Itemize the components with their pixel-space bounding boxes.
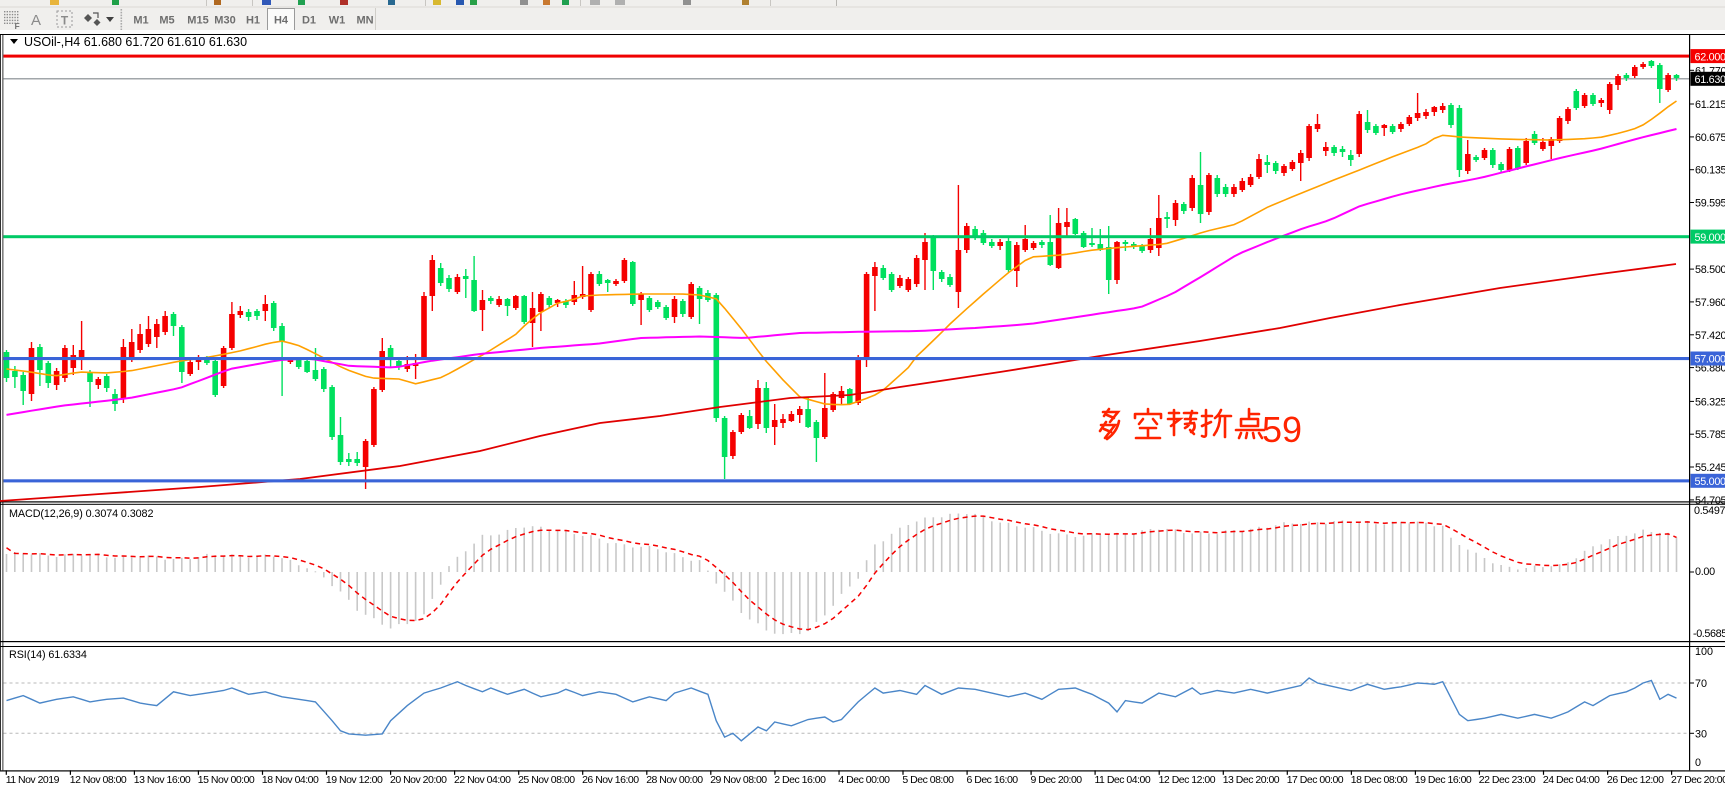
svg-text:30: 30 (1695, 728, 1707, 740)
svg-text:55.000: 55.000 (1695, 476, 1725, 488)
svg-text:F: F (15, 21, 20, 31)
svg-text:2 Dec 16:00: 2 Dec 16:00 (774, 774, 826, 786)
svg-text:58.500: 58.500 (1695, 264, 1725, 276)
svg-text:27 Dec 20:00: 27 Dec 20:00 (1671, 774, 1725, 786)
svg-text:55.245: 55.245 (1695, 462, 1725, 474)
svg-text:54.705: 54.705 (1695, 495, 1725, 507)
svg-text:9 Dec 20:00: 9 Dec 20:00 (1031, 774, 1083, 786)
svg-text:6 Dec 16:00: 6 Dec 16:00 (967, 774, 1019, 786)
svg-text:15 Nov 00:00: 15 Nov 00:00 (198, 774, 255, 786)
svg-text:5 Dec 08:00: 5 Dec 08:00 (902, 774, 954, 786)
svg-text:19 Nov 12:00: 19 Nov 12:00 (326, 774, 383, 786)
svg-text:A: A (31, 12, 41, 29)
svg-text:60.675: 60.675 (1695, 132, 1725, 144)
svg-text:M30: M30 (214, 15, 235, 27)
svg-text:59: 59 (1262, 409, 1302, 450)
svg-text:12 Nov 08:00: 12 Nov 08:00 (70, 774, 127, 786)
svg-text:57.420: 57.420 (1695, 330, 1725, 342)
svg-text:W1: W1 (329, 15, 346, 27)
svg-text:0.5497: 0.5497 (1694, 505, 1725, 517)
svg-text:55.785: 55.785 (1695, 429, 1725, 441)
svg-text:H1: H1 (246, 15, 260, 27)
svg-text:61.630: 61.630 (1695, 74, 1725, 86)
svg-text:RSI(14) 61.6334: RSI(14) 61.6334 (9, 649, 87, 661)
svg-text:20 Nov 20:00: 20 Nov 20:00 (390, 774, 447, 786)
svg-text:29 Nov 08:00: 29 Nov 08:00 (710, 774, 767, 786)
svg-text:57.960: 57.960 (1695, 297, 1725, 309)
svg-text:100: 100 (1695, 646, 1713, 658)
svg-text:59.595: 59.595 (1695, 198, 1725, 210)
svg-text:T: T (61, 14, 69, 28)
svg-text:25 Nov 08:00: 25 Nov 08:00 (518, 774, 575, 786)
svg-text:4 Dec 00:00: 4 Dec 00:00 (838, 774, 890, 786)
svg-text:28 Nov 00:00: 28 Nov 00:00 (646, 774, 703, 786)
svg-text:11 Dec 04:00: 11 Dec 04:00 (1095, 774, 1151, 786)
svg-text:13 Dec 20:00: 13 Dec 20:00 (1223, 774, 1280, 786)
svg-text:M15: M15 (187, 15, 208, 27)
svg-text:56.325: 56.325 (1695, 396, 1725, 408)
svg-text:60.135: 60.135 (1695, 165, 1725, 177)
svg-text:M5: M5 (159, 15, 174, 27)
svg-text:18 Nov 04:00: 18 Nov 04:00 (262, 774, 319, 786)
svg-text:17 Dec 00:00: 17 Dec 00:00 (1287, 774, 1344, 786)
svg-text:0.00: 0.00 (1695, 566, 1715, 578)
svg-text:59.000: 59.000 (1695, 232, 1725, 244)
svg-text:13 Nov 16:00: 13 Nov 16:00 (134, 774, 191, 786)
svg-text:57.000: 57.000 (1695, 354, 1725, 366)
svg-text:61.215: 61.215 (1695, 99, 1725, 111)
svg-text:22 Dec 23:00: 22 Dec 23:00 (1479, 774, 1536, 786)
svg-text:12 Dec 12:00: 12 Dec 12:00 (1159, 774, 1216, 786)
svg-text:MACD(12,26,9) 0.3074 0.3082: MACD(12,26,9) 0.3074 0.3082 (9, 508, 153, 520)
svg-text:-0.5685: -0.5685 (1693, 628, 1725, 640)
svg-text:62.000: 62.000 (1695, 51, 1725, 63)
svg-text:H4: H4 (274, 15, 289, 27)
svg-text:26 Dec 12:00: 26 Dec 12:00 (1607, 774, 1664, 786)
svg-text:18 Dec 08:00: 18 Dec 08:00 (1351, 774, 1408, 786)
svg-text:D1: D1 (302, 15, 316, 27)
svg-text:24 Dec 04:00: 24 Dec 04:00 (1543, 774, 1600, 786)
svg-text:22 Nov 04:00: 22 Nov 04:00 (454, 774, 511, 786)
svg-text:0: 0 (1695, 757, 1701, 769)
svg-text:26 Nov 16:00: 26 Nov 16:00 (582, 774, 639, 786)
svg-text:11 Nov 2019: 11 Nov 2019 (6, 774, 60, 786)
svg-text:19 Dec 16:00: 19 Dec 16:00 (1415, 774, 1472, 786)
svg-text:70: 70 (1695, 678, 1707, 690)
svg-text:USOil-,H4 61.680 61.720 61.61: USOil-,H4 61.680 61.720 61.610 61.630 (24, 35, 247, 49)
svg-text:56.880: 56.880 (1695, 363, 1725, 375)
svg-text:M1: M1 (133, 15, 148, 27)
svg-text:MN: MN (356, 15, 373, 27)
